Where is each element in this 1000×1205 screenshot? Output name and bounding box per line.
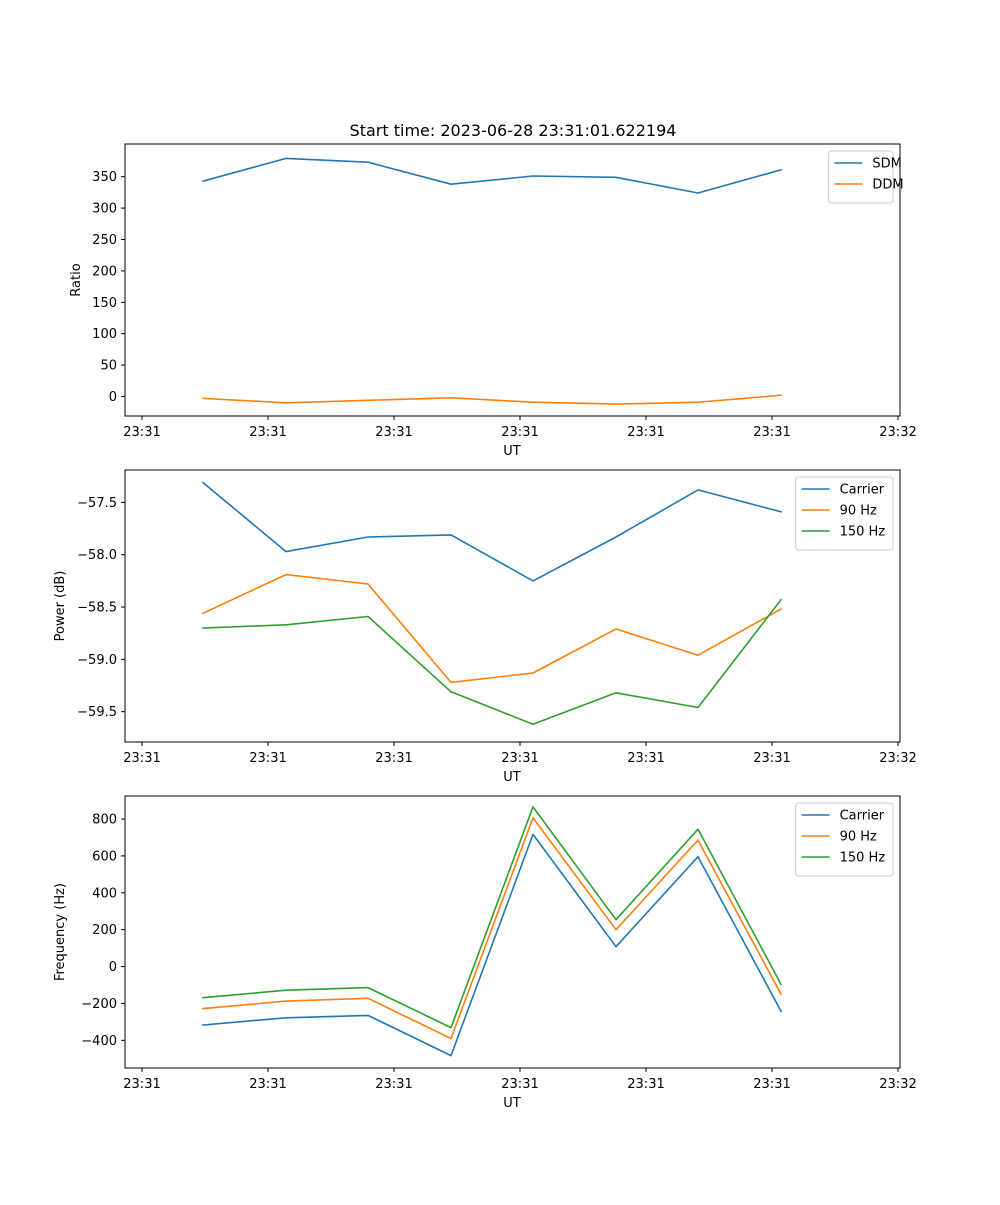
- y-tick-label: 300: [92, 202, 117, 217]
- plot-frame: [124, 143, 901, 417]
- x-tick-label: 23:31: [627, 425, 664, 440]
- series-line-ddm: [202, 394, 782, 405]
- legend-entry: 90 Hz: [840, 830, 877, 845]
- x-axis-label: UT: [503, 1096, 521, 1111]
- x-tick-label: 23:32: [879, 751, 916, 766]
- x-tick-label: 23:31: [501, 751, 538, 766]
- series-line-carrier: [201, 481, 782, 582]
- y-tick-label: −400: [81, 1034, 117, 1049]
- x-tick-label: 23:31: [375, 751, 412, 766]
- y-tick-label: −57.5: [77, 496, 117, 511]
- x-tick-label: 23:31: [123, 1077, 160, 1092]
- y-tick-label: 0: [109, 390, 117, 405]
- y-tick-label: 800: [92, 813, 117, 828]
- y-tick-label: 200: [92, 923, 117, 938]
- plot-frame: [124, 469, 901, 743]
- legend-entry: 90 Hz: [840, 504, 877, 519]
- subplot-1: 23:31 23:31 23:31 23:31 23:31 23:31 23:32 0 50 10…: [69, 143, 917, 459]
- y-tick-label: 50: [100, 359, 117, 374]
- chart-title: Start time: 2023-06-28 23:31:01.622194: [350, 121, 677, 140]
- y-tick-label: −200: [81, 997, 117, 1012]
- series-line-90-hz: [201, 573, 783, 684]
- series-line-90-hz: [202, 817, 783, 1040]
- y-tick-label: −58.0: [77, 548, 117, 563]
- y-tick-label: −59.5: [77, 705, 117, 720]
- legend: SDM DDM: [827, 150, 904, 204]
- y-tick-label: 200: [92, 264, 117, 279]
- series-line-sdm: [202, 157, 782, 194]
- x-tick-label: 23:32: [879, 1077, 916, 1092]
- series-line-150-hz: [202, 806, 783, 1029]
- legend-entry: 150 Hz: [840, 851, 886, 866]
- x-tick-label: 23:32: [879, 425, 916, 440]
- legend-entry: DDM: [872, 178, 903, 193]
- x-tick-label: 23:31: [249, 425, 286, 440]
- x-tick-label: 23:31: [123, 751, 160, 766]
- series-line-150-hz: [202, 598, 783, 726]
- y-tick-label: 350: [92, 170, 117, 185]
- legend-entry: Carrier: [840, 483, 885, 498]
- subplot-3: 23:31 23:31 23:31 23:31 23:31 23:31 23:32 −400 −…: [53, 795, 917, 1111]
- subplot-2: 23:31 23:31 23:31 23:31 23:31 23:31 23:32 −57.5…: [53, 469, 917, 785]
- y-tick-label: 0: [109, 960, 117, 975]
- y-tick-label: 600: [92, 849, 117, 864]
- x-tick-label: 23:31: [753, 1077, 790, 1092]
- y-tick-label: 250: [92, 233, 117, 248]
- y-axis-label: Frequency (Hz): [53, 883, 68, 981]
- x-tick-label: 23:31: [375, 425, 412, 440]
- legend: Carrier 90 Hz 150 Hz: [795, 802, 894, 877]
- x-tick-label: 23:31: [627, 751, 664, 766]
- x-tick-label: 23:31: [753, 425, 790, 440]
- y-tick-label: 150: [92, 296, 117, 311]
- y-axis-label: Power (dB): [53, 571, 68, 642]
- legend-entry: 150 Hz: [840, 525, 886, 540]
- series-line-carrier: [202, 833, 783, 1057]
- x-tick-label: 23:31: [501, 1077, 538, 1092]
- legend-entry: SDM: [872, 157, 901, 172]
- x-axis-label: UT: [503, 770, 521, 785]
- plot-frame: [124, 795, 901, 1069]
- legend-entry: Carrier: [840, 809, 885, 824]
- x-tick-label: 23:31: [753, 751, 790, 766]
- x-tick-label: 23:31: [249, 751, 286, 766]
- x-tick-label: 23:31: [123, 425, 160, 440]
- legend-box: [827, 150, 894, 204]
- x-tick-label: 23:31: [375, 1077, 412, 1092]
- x-axis-label: UT: [503, 444, 521, 459]
- y-axis-label: Ratio: [69, 263, 84, 296]
- x-tick-label: 23:31: [627, 1077, 664, 1092]
- y-tick-label: −59.0: [77, 653, 117, 668]
- y-tick-label: 400: [92, 886, 117, 901]
- y-tick-label: 100: [92, 327, 117, 342]
- legend: Carrier 90 Hz 150 Hz: [795, 476, 894, 551]
- y-tick-label: −58.5: [77, 601, 117, 616]
- x-tick-label: 23:31: [501, 425, 538, 440]
- x-tick-label: 23:31: [249, 1077, 286, 1092]
